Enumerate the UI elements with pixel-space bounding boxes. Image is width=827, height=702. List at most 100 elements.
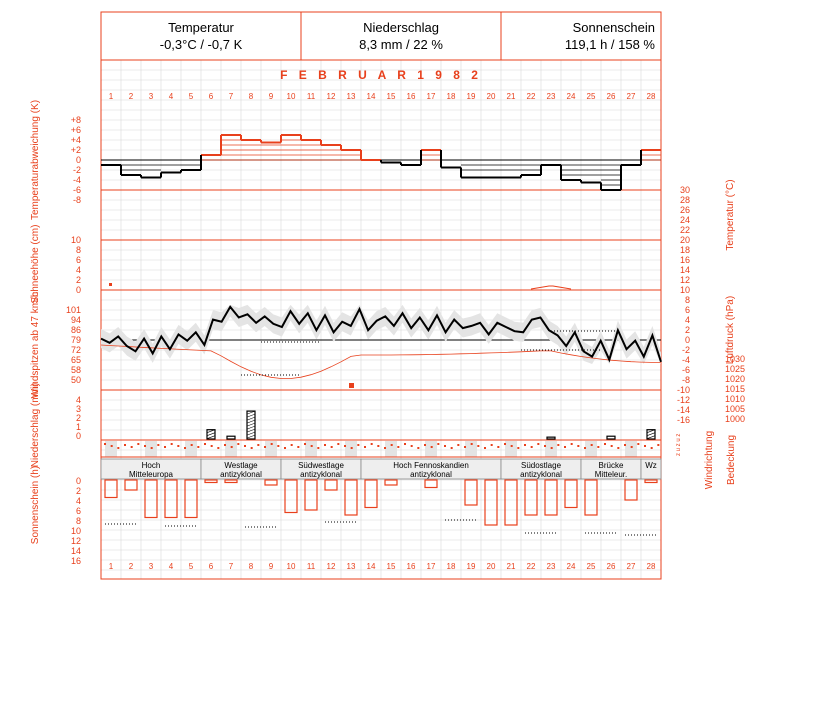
wind-direction-dot	[470, 443, 473, 445]
header-sunshine: Sonnenschein 119,1 h / 158 %	[501, 12, 661, 60]
wind-direction-dot	[237, 443, 240, 445]
day-label-bottom: 19	[467, 562, 476, 571]
day-label-bottom: 1	[109, 562, 114, 571]
wind-direction-dot	[117, 447, 120, 449]
wind-direction-dot	[577, 445, 580, 447]
pressure-tick: 1020	[725, 374, 745, 384]
wind-direction-dot	[224, 444, 226, 446]
wind-direction-dot	[364, 446, 366, 448]
temp-right-tick: -14	[677, 405, 690, 415]
wind-tick: 101	[66, 305, 81, 315]
day-label-top: 26	[607, 92, 616, 101]
sunshine-bar	[464, 479, 478, 506]
precip-bar	[246, 410, 256, 440]
day-label-bottom: 8	[249, 562, 254, 571]
wind-direction-dot	[537, 443, 540, 445]
wind-direction-dot	[610, 445, 613, 447]
temp-dev-tick: -8	[73, 195, 81, 205]
wind-direction-dot	[110, 445, 113, 447]
snow-axis-label: Schneehöhe (cm)	[30, 225, 41, 304]
weather-type-line2: antizyklonal	[520, 470, 562, 479]
precip-hatch	[246, 428, 256, 433]
day-label-bottom: 7	[229, 562, 234, 571]
precip-tick: 2	[76, 413, 81, 423]
day-label-top: 11	[307, 92, 316, 101]
weather-type-line1: Südostlage	[521, 461, 562, 470]
sunshine-bar	[504, 479, 518, 526]
day-label-bottom: 23	[547, 562, 556, 571]
precip-hatch	[206, 435, 216, 439]
day-label-bottom: 17	[427, 562, 436, 571]
pressure-tick: 1010	[725, 394, 745, 404]
precip-hatch	[246, 413, 256, 418]
wind-direction-dot	[150, 447, 153, 449]
sunshine-bar	[524, 479, 538, 516]
temp-right-tick: 30	[680, 185, 690, 195]
sunshine-bar	[484, 479, 498, 526]
precip-hatch	[246, 416, 256, 421]
pressure-min-mark	[349, 383, 354, 388]
temp-dev-axis-label: Temperaturabweichung (K)	[30, 100, 41, 220]
sunshine-tick: 14	[71, 546, 81, 556]
day-label-top: 24	[567, 92, 576, 101]
wind-direction-dot	[590, 444, 593, 446]
day-label-top: 28	[647, 92, 656, 101]
wind-direction-dot	[157, 444, 160, 446]
wind-direction-dot	[284, 447, 286, 449]
day-label-bottom: 11	[307, 562, 316, 571]
sunshine-tick: 6	[76, 506, 81, 516]
wind-direction-dot	[457, 444, 460, 446]
header-precipitation-label: Niederschlag	[363, 20, 439, 35]
wind-direction-dot	[557, 444, 560, 446]
pressure-tick: 1000	[725, 414, 745, 424]
temp-right-tick: 24	[680, 215, 690, 225]
day-label-bottom: 20	[487, 562, 496, 571]
day-label-bottom: 28	[647, 562, 656, 571]
temp-right-tick: 22	[680, 225, 690, 235]
wind-direction-dot	[357, 444, 360, 446]
wind-direction-dot	[477, 445, 480, 447]
day-label-bottom: 13	[347, 562, 356, 571]
precip-hatch	[646, 432, 656, 436]
temp-dev-tick: -2	[73, 165, 81, 175]
cloud-cover-block	[585, 441, 597, 457]
header-temperature: Temperatur -0,3°C / -0,7 K	[101, 12, 301, 60]
wind-direction-dot	[450, 447, 453, 449]
wind-direction-dot	[657, 444, 660, 446]
header-precipitation: Niederschlag 8,3 mm / 22 %	[301, 12, 501, 60]
sunshine-bar	[124, 479, 138, 491]
weather-type-line1: Hoch Fennoskandien	[393, 461, 469, 470]
wind-direction-dot	[204, 443, 206, 445]
day-label-bottom: 9	[269, 562, 274, 571]
weather-type-line1: Wz	[645, 461, 657, 470]
sunshine-bar	[544, 479, 558, 516]
day-label-top: 1	[109, 92, 114, 101]
wind-direction-dot	[597, 446, 600, 448]
wind-direction-dot	[197, 446, 200, 448]
sunshine-bar	[184, 479, 198, 519]
day-label-top: 14	[367, 92, 376, 101]
weather-type-line2: antizyklonal	[410, 470, 452, 479]
precip-hatch	[246, 410, 256, 415]
day-label-bottom: 10	[287, 562, 296, 571]
cloud-cover-block	[225, 441, 237, 457]
sunshine-bar	[164, 479, 178, 519]
day-label-bottom: 6	[209, 562, 214, 571]
wind-tick: 72	[71, 345, 81, 355]
weather-type-line2: Mitteleuropa	[129, 470, 174, 479]
wind-direction-dot	[164, 446, 166, 448]
sunshine-bar	[224, 479, 238, 484]
day-label-top: 27	[627, 92, 636, 101]
wind-direction-dot	[644, 445, 646, 447]
sunshine-bar	[384, 479, 398, 486]
sunshine-bar	[644, 479, 658, 484]
day-label-bottom: 4	[169, 562, 174, 571]
wind-direction-dot	[437, 443, 440, 445]
wind-direction-dot	[337, 443, 340, 445]
temp-dev-tick: -4	[73, 175, 81, 185]
temp-right-tick: -16	[677, 415, 690, 425]
wind-envelope	[101, 304, 661, 364]
day-label-top: 3	[149, 92, 154, 101]
wind-direction-dot	[604, 443, 606, 445]
wind-direction-dot	[144, 445, 146, 447]
